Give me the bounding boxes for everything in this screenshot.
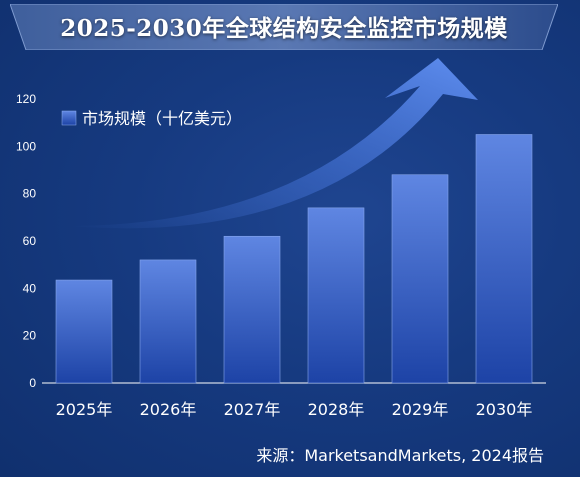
x-tick-label: 2029年 — [392, 400, 449, 419]
source-note: 来源：MarketsandMarkets, 2024报告 — [256, 446, 544, 465]
x-tick-label: 2026年 — [140, 400, 197, 419]
bar — [391, 174, 449, 384]
y-tick-label: 40 — [23, 281, 37, 295]
y-tick-label: 0 — [29, 376, 36, 390]
y-tick-label: 20 — [23, 329, 37, 343]
y-tick-label: 100 — [16, 139, 36, 153]
x-axis: 2025年 2026年 2027年 2028年 2029年 2030年 — [56, 400, 533, 419]
x-tick-label: 2027年 — [224, 400, 281, 419]
bar — [307, 207, 365, 384]
y-tick-label: 80 — [23, 187, 37, 201]
bar — [139, 259, 197, 384]
bars — [55, 134, 533, 384]
x-tick-label: 2025年 — [56, 400, 113, 419]
bar — [55, 279, 113, 384]
trend-arrow — [70, 58, 478, 229]
x-tick-label: 2028年 — [308, 400, 365, 419]
chart-title: 2025-2030年全球结构安全监控市场规模 — [60, 15, 508, 42]
title-banner — [10, 4, 558, 50]
y-axis: 0 20 40 60 80 100 120 — [16, 92, 36, 390]
legend-swatch — [61, 110, 77, 126]
legend: 市场规模（十亿美元） — [61, 109, 242, 128]
bar — [223, 235, 281, 384]
bar — [475, 134, 533, 384]
x-tick-label: 2030年 — [476, 400, 533, 419]
y-tick-label: 120 — [16, 92, 36, 106]
y-tick-label: 60 — [23, 234, 37, 248]
legend-label: 市场规模（十亿美元） — [82, 109, 242, 128]
